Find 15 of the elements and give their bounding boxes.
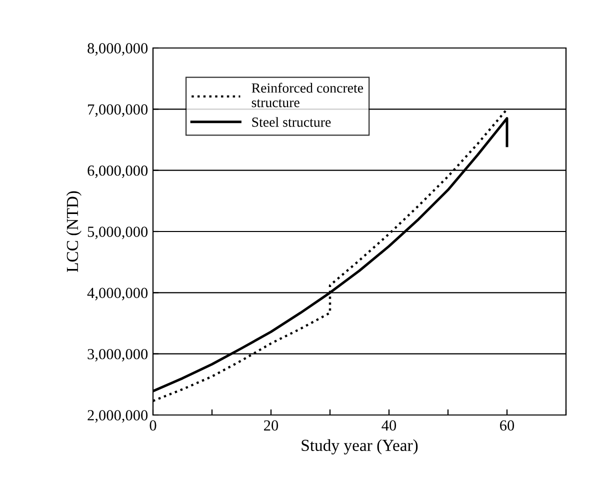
y-tick-label: 2,000,000 [88, 410, 148, 423]
x-tick-label: 20 [264, 420, 278, 431]
x-tick-label: 0 [150, 420, 156, 431]
y-tick-label: 5,000,000 [88, 226, 148, 240]
legend-label: Reinforced concrete structure [252, 82, 364, 108]
x-tick-label: 60 [500, 420, 514, 431]
y-axis-title: LCC (NTD) [66, 191, 82, 272]
x-axis-title: Study year (Year) [302, 439, 418, 454]
x-tick-label: 40 [382, 420, 396, 431]
y-tick-label: 7,000,000 [88, 104, 148, 117]
legend-label: Steel structure [252, 117, 331, 127]
y-tick-label: 8,000,000 [88, 43, 148, 56]
y-tick-label: 3,000,000 [88, 348, 148, 362]
y-tick-label: 4,000,000 [87, 288, 148, 300]
y-tick-label: 6,000,000 [88, 165, 148, 178]
